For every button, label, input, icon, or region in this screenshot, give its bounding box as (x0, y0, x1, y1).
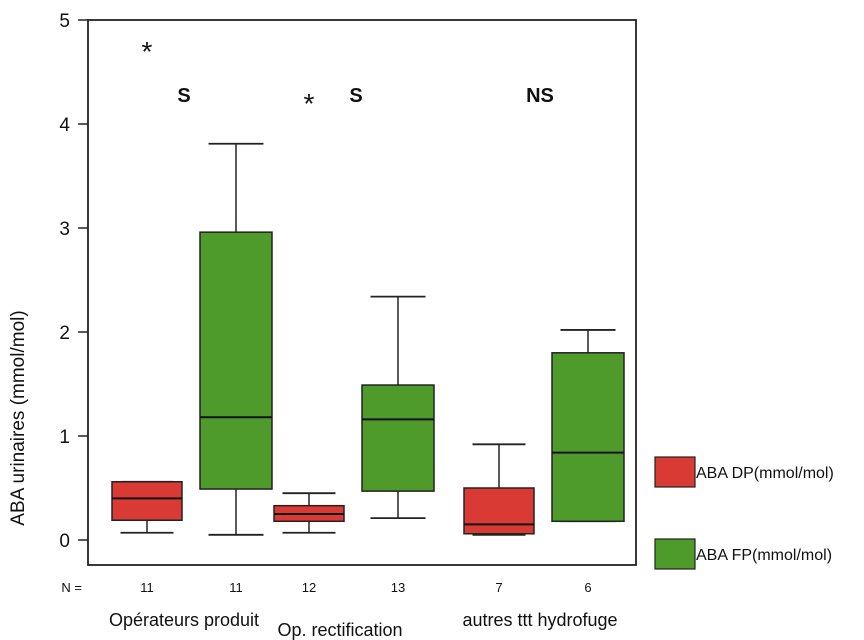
group-labels: Opérateurs produit Op. rectification autre… (109, 610, 618, 640)
box-0-0 (111, 480, 183, 534)
box-1-1 (361, 295, 435, 520)
box-iqr (199, 231, 273, 490)
n-count: 7 (495, 580, 502, 595)
box-series (111, 142, 625, 536)
n-prefix-label: N = (61, 580, 82, 595)
n-count: 11 (140, 580, 154, 595)
n-count: 13 (391, 580, 405, 595)
significance-and-outliers: * * S S NS (142, 36, 554, 119)
y-tick-label: 3 (59, 219, 70, 240)
significance-label: S (349, 85, 362, 107)
legend-swatch (654, 538, 696, 570)
y-tick-label: 5 (59, 11, 70, 32)
box-1-0 (199, 142, 273, 536)
box-0-2 (463, 443, 535, 536)
n-count-labels: 11 12 7 11 13 6 (140, 580, 591, 595)
significance-label: NS (526, 85, 554, 107)
legend-label: ABA DP(mmol/mol) (696, 465, 834, 482)
box-iqr (463, 487, 535, 535)
outlier-asterisk: * (304, 88, 315, 119)
box-iqr (111, 481, 183, 521)
legend-swatch (654, 456, 696, 488)
y-tick-label: 1 (59, 427, 70, 448)
box-iqr (551, 352, 625, 523)
y-tick-label: 2 (59, 323, 70, 344)
y-tick-label: 0 (59, 531, 70, 552)
box-1-2 (551, 329, 625, 523)
group-label: Opérateurs produit (109, 610, 259, 630)
y-tick-label: 4 (59, 115, 70, 136)
y-axis-label: ABA urinaires (mmol/mol) (8, 310, 29, 525)
outlier-asterisk: * (142, 36, 153, 67)
group-label: Op. rectification (277, 620, 402, 640)
n-count: 6 (584, 580, 591, 595)
box-iqr (361, 384, 435, 492)
n-count: 11 (229, 580, 243, 595)
n-count: 12 (302, 580, 316, 595)
legend-label: ABA FP(mmol/mol) (696, 547, 832, 564)
legend: ABA DP(mmol/mol) ABA FP(mmol/mol) (654, 456, 834, 570)
plot-frame (87, 19, 637, 566)
box-0-1 (273, 492, 345, 534)
y-axis: 0 1 2 3 4 5 (59, 11, 88, 552)
significance-label: S (177, 85, 190, 107)
group-label: autres ttt hydrofuge (462, 610, 617, 630)
